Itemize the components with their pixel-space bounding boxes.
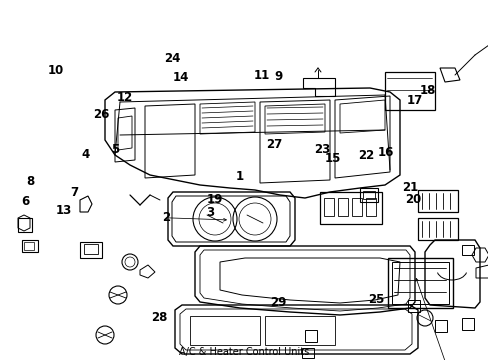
Text: 2: 2 <box>162 211 170 224</box>
Bar <box>434 320 446 332</box>
Text: 10: 10 <box>48 64 64 77</box>
Bar <box>359 188 377 202</box>
Text: 16: 16 <box>377 147 394 159</box>
Text: 27: 27 <box>265 138 282 150</box>
Bar <box>417 218 457 240</box>
Text: 1: 1 <box>235 170 243 183</box>
Bar <box>324 198 333 216</box>
Bar <box>24 242 34 250</box>
Text: 14: 14 <box>172 71 189 84</box>
Text: A/C & Heater Control Units: A/C & Heater Control Units <box>179 347 309 357</box>
Text: 18: 18 <box>419 84 435 97</box>
Text: 12: 12 <box>116 91 133 104</box>
Text: 13: 13 <box>55 204 72 217</box>
Text: 28: 28 <box>150 311 167 324</box>
Bar <box>362 191 374 199</box>
Text: 11: 11 <box>253 69 269 82</box>
Bar <box>22 240 38 252</box>
Text: 9: 9 <box>274 70 282 83</box>
Bar <box>365 198 375 216</box>
Text: 3: 3 <box>206 206 214 219</box>
Bar <box>417 190 457 212</box>
Text: 26: 26 <box>93 108 109 121</box>
Text: 15: 15 <box>324 152 340 165</box>
Bar <box>84 244 98 254</box>
Text: 5: 5 <box>111 143 119 156</box>
Text: 29: 29 <box>270 296 286 309</box>
Text: 19: 19 <box>206 193 223 206</box>
Bar <box>461 318 473 330</box>
Text: 21: 21 <box>401 181 417 194</box>
Text: 7: 7 <box>70 186 78 199</box>
Bar <box>351 198 361 216</box>
Text: 17: 17 <box>406 94 422 107</box>
Bar <box>337 198 347 216</box>
Bar <box>305 330 316 342</box>
Text: 4: 4 <box>81 148 89 161</box>
Text: 20: 20 <box>404 193 421 206</box>
Bar <box>319 192 381 224</box>
Text: 25: 25 <box>367 293 384 306</box>
Bar <box>384 72 434 110</box>
Text: 24: 24 <box>163 52 180 65</box>
Bar <box>391 262 448 304</box>
Bar <box>387 258 452 308</box>
Bar <box>18 218 32 232</box>
Text: 22: 22 <box>357 149 373 162</box>
Bar <box>407 300 419 312</box>
Text: 23: 23 <box>314 143 330 156</box>
Text: 8: 8 <box>26 175 34 188</box>
Bar <box>80 242 102 258</box>
Text: 6: 6 <box>21 195 29 208</box>
Bar <box>302 348 313 358</box>
Bar <box>461 245 473 255</box>
